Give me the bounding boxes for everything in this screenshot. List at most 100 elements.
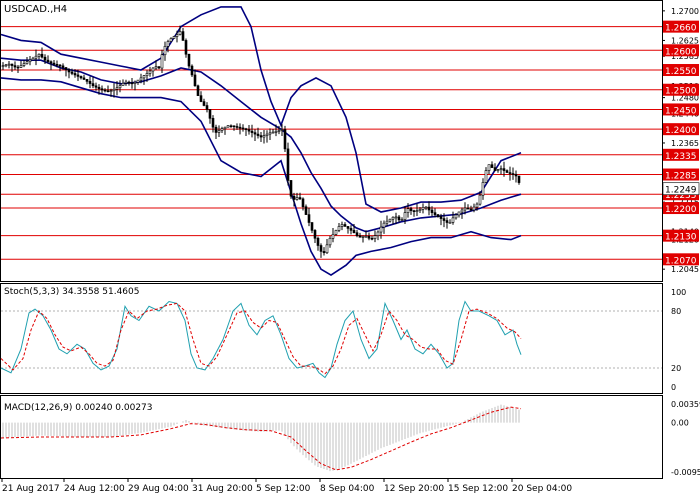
candle-body xyxy=(331,234,335,239)
level-tag xyxy=(663,103,699,116)
candle-body xyxy=(85,79,89,82)
candle-body xyxy=(385,220,389,224)
candle-body xyxy=(460,209,464,213)
level-tag-label: 1.2335 xyxy=(665,152,697,162)
candle-body xyxy=(187,53,191,67)
time-tick-label: 31 Aug 20:00 xyxy=(192,484,253,494)
candle-body xyxy=(106,90,110,93)
candle-body xyxy=(118,85,122,89)
candle-body xyxy=(430,209,434,213)
candle-body xyxy=(49,61,53,64)
candle-body xyxy=(469,208,473,211)
stoch-main-line xyxy=(0,300,522,379)
candle-body xyxy=(373,235,377,239)
candle-body xyxy=(505,170,509,173)
level-tag xyxy=(663,64,699,77)
macd-panel-frame xyxy=(0,395,663,479)
candle-body xyxy=(418,209,422,211)
candle-body xyxy=(427,206,431,211)
candle-body xyxy=(40,53,44,58)
time-tick-label: 12 Sep 20:00 xyxy=(384,484,444,494)
candle-body xyxy=(1,65,5,67)
level-tag xyxy=(663,20,699,33)
candle-body xyxy=(79,76,83,79)
candle-body xyxy=(508,172,512,174)
candle-body xyxy=(313,230,317,239)
candle-body xyxy=(280,129,284,131)
candle-body xyxy=(10,63,14,66)
level-tag xyxy=(663,44,699,57)
candle-body xyxy=(217,130,221,133)
candle-body xyxy=(181,31,185,41)
level-tag-label: 1.2660 xyxy=(665,24,697,34)
candle-body xyxy=(43,56,47,61)
candle-body xyxy=(340,224,344,227)
candle-body xyxy=(208,109,212,119)
candle-body xyxy=(241,127,245,130)
candle-body xyxy=(76,74,80,77)
time-axis: 21 Aug 2017 24 Aug 12:00 29 Aug 04:00 31 Au… xyxy=(1,478,572,494)
candle-body xyxy=(412,210,416,212)
bollinger-upper-band xyxy=(0,6,522,213)
candle-body xyxy=(160,54,164,69)
candle-body xyxy=(457,211,461,216)
candle-body xyxy=(142,75,146,79)
candle-body xyxy=(28,59,32,63)
candle-body xyxy=(436,214,440,217)
candle-body xyxy=(178,31,182,35)
bollinger-middle-band xyxy=(0,57,522,233)
candle-body xyxy=(205,105,209,110)
stoch-panel-frame xyxy=(0,283,663,394)
candle-body xyxy=(58,64,62,67)
candle-body xyxy=(334,230,338,235)
stoch-title: Stoch(5,3,3) 34.3558 51.4605 xyxy=(4,287,139,297)
candle-body xyxy=(19,65,23,68)
candle-body xyxy=(502,168,506,171)
stochastic-oscillator: 100 80 20 0 xyxy=(0,288,686,392)
candle-body xyxy=(226,125,230,128)
candle-body xyxy=(61,65,65,68)
candle-body xyxy=(244,128,248,130)
candle-body xyxy=(463,207,467,211)
candle-body xyxy=(358,235,362,238)
candle-body xyxy=(151,67,155,72)
level-tag-label: 1.2235 xyxy=(665,191,697,201)
candle-body xyxy=(271,131,275,134)
candle-body xyxy=(352,230,356,233)
candle-body xyxy=(466,207,470,210)
candle-body xyxy=(262,135,266,138)
candle-body xyxy=(31,57,35,61)
candle-body xyxy=(403,212,407,220)
candle-body xyxy=(139,77,143,81)
time-tick-label: 24 Aug 12:00 xyxy=(64,484,125,494)
candle-body xyxy=(256,133,260,136)
candle-body xyxy=(109,90,113,93)
current-price-tag xyxy=(662,182,700,196)
time-tick-label: 21 Aug 2017 xyxy=(2,484,60,494)
candle-body xyxy=(145,73,149,76)
level-tag xyxy=(663,83,699,96)
candle-body xyxy=(166,41,170,47)
time-tick-label: 5 Sep 12:00 xyxy=(256,484,311,494)
candle-body xyxy=(421,207,425,210)
candle-body xyxy=(37,53,41,57)
candle-body xyxy=(292,195,296,200)
candle-body xyxy=(487,164,491,171)
candle-body xyxy=(346,226,350,229)
candle-body xyxy=(325,244,329,254)
macd-indicator: 0.00359 0.00 -0.00959 xyxy=(0,400,700,477)
candle-body xyxy=(130,82,134,85)
stoch-tick-label: 80 xyxy=(671,307,681,316)
candle-body xyxy=(235,126,239,128)
candle-body xyxy=(190,65,194,76)
candle-body xyxy=(136,79,140,83)
candle-body xyxy=(490,164,494,168)
candle-body xyxy=(499,168,503,170)
candle-body xyxy=(298,197,302,200)
level-price-tags: 1.2660 1.2600 1.2550 1.2500 1.2450 1.2400 1.23… xyxy=(662,20,700,266)
candle-body xyxy=(376,231,380,236)
level-tag xyxy=(663,202,699,215)
candle-body xyxy=(46,59,50,62)
